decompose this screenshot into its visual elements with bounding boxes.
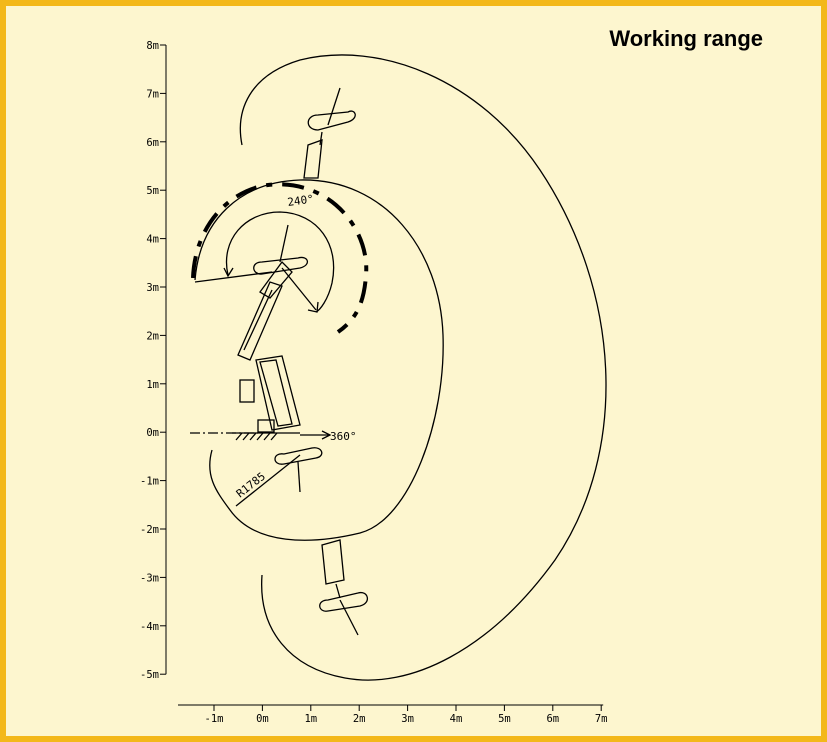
x-tick-label: 3m	[401, 713, 414, 725]
y-tick-label: -3m	[140, 572, 159, 584]
y-tick-label: 1m	[146, 379, 159, 391]
y-tick-label: -2m	[140, 524, 159, 536]
y-tick-label: 2m	[146, 330, 159, 342]
x-tick-label: 7m	[595, 713, 608, 725]
ground-hatch	[235, 432, 278, 441]
rotation-arc-arrow-left	[223, 267, 234, 278]
outer-envelope-curve	[239, 54, 607, 681]
x-tick-label: 4m	[450, 713, 463, 725]
y-tick-label: 6m	[146, 137, 159, 149]
tool-mid	[253, 224, 308, 275]
angle-label-240: 240°	[287, 192, 315, 209]
y-tick-label: 3m	[146, 282, 159, 294]
diagram-title: Working range	[609, 26, 763, 51]
y-tick-label: -1m	[140, 476, 159, 488]
base-rotation-arrowhead	[321, 430, 332, 440]
x-tick-label: 1m	[304, 713, 317, 725]
x-tick-label: -1m	[205, 713, 224, 725]
x-tick-label: 5m	[498, 713, 511, 725]
y-tick-label: 4m	[146, 234, 159, 246]
rotation-arc-240	[225, 211, 335, 313]
y-tick-label: -5m	[140, 669, 159, 681]
middle-envelope-curve	[194, 179, 444, 541]
y-tick-label: 7m	[146, 88, 159, 100]
y-tick-label: 8m	[146, 40, 159, 52]
x-tick-label: 6m	[546, 713, 559, 725]
y-tick-label: 5m	[146, 185, 159, 197]
rotation-arc-arrow-right	[307, 301, 319, 313]
tool-path-dashed-arc	[191, 182, 369, 334]
x-tick-label: 2m	[353, 713, 366, 725]
tool-base	[274, 447, 323, 493]
y-tick-label: 0m	[146, 427, 159, 439]
tool-bottom	[319, 539, 368, 636]
x-tick-label: 0m	[256, 713, 269, 725]
y-tick-label: -4m	[140, 621, 159, 633]
angle-label-360: 360°	[330, 430, 357, 443]
axes: 8m 7m 6m 5m 4m 3m 2m 1m 0m -1m -2m -3m -4m -5m -1m 0m 1m…	[140, 40, 607, 725]
tool-top	[303, 87, 356, 179]
machine	[237, 261, 317, 433]
